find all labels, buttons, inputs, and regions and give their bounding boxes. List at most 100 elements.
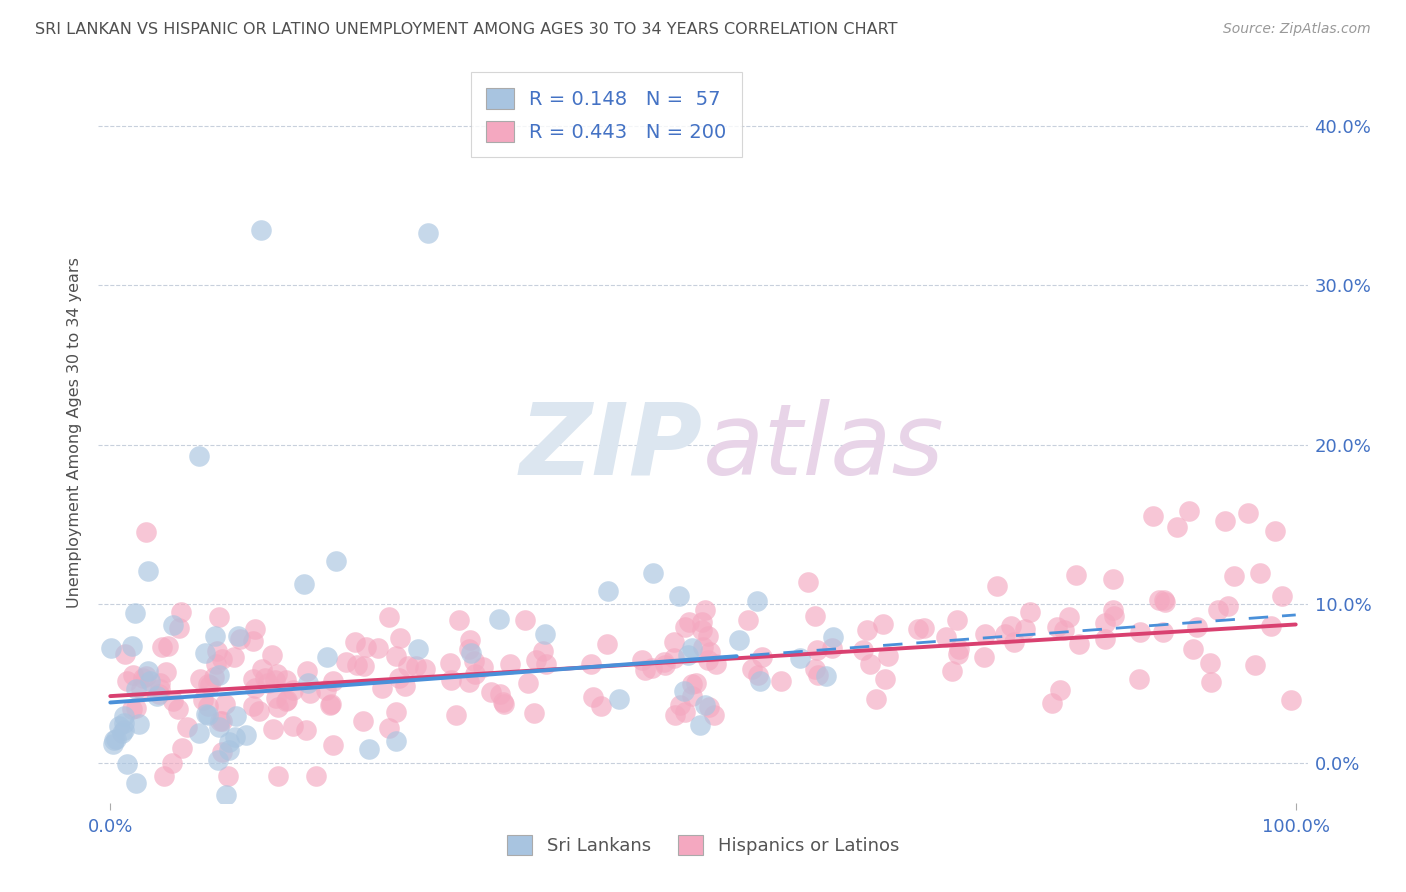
Point (1249, 566, 1271, 581)
Point (579, 657, 602, 672)
Point (681, 641, 703, 656)
Point (129, 681, 152, 696)
Point (1019, 605, 1042, 619)
Point (464, 667, 486, 681)
Point (458, 641, 481, 656)
Point (747, 667, 769, 681)
Point (211, 745, 233, 759)
Point (458, 633, 481, 648)
Point (523, 706, 546, 721)
Point (440, 673, 463, 687)
Point (356, 640, 378, 655)
Point (1199, 656, 1222, 670)
Point (1128, 672, 1150, 686)
Point (111, 726, 134, 740)
Point (150, 640, 173, 655)
Point (101, 738, 124, 752)
Point (641, 566, 664, 581)
Point (136, 665, 159, 679)
Point (250, 222, 273, 236)
Point (256, 676, 278, 690)
Point (235, 728, 257, 742)
Point (266, 667, 288, 681)
Point (1053, 624, 1076, 638)
Point (806, 643, 828, 657)
Point (994, 627, 1017, 641)
Point (1102, 603, 1125, 617)
Point (385, 733, 408, 747)
Point (595, 637, 617, 651)
Point (1201, 675, 1223, 690)
Point (357, 741, 380, 756)
Point (146, 689, 169, 703)
Point (208, 668, 231, 682)
Point (695, 698, 717, 712)
Point (211, 652, 233, 666)
Point (387, 671, 409, 685)
Point (1153, 593, 1175, 607)
Point (416, 226, 439, 240)
Point (941, 664, 963, 678)
Point (678, 648, 700, 662)
Point (1066, 568, 1088, 582)
Point (226, 629, 249, 643)
Point (267, 769, 290, 783)
Point (727, 633, 749, 648)
Point (378, 721, 401, 735)
Point (353, 659, 375, 673)
Point (214, 697, 236, 711)
Point (188, 449, 211, 463)
Point (115, 673, 138, 688)
Point (447, 613, 470, 627)
Point (1185, 620, 1208, 634)
Point (267, 699, 290, 714)
Point (155, 665, 177, 679)
Point (1067, 637, 1090, 651)
Legend: Sri Lankans, Hispanics or Latinos: Sri Lankans, Hispanics or Latinos (498, 826, 908, 864)
Point (304, 769, 326, 783)
Point (973, 626, 995, 640)
Point (488, 612, 510, 626)
Point (408, 642, 430, 657)
Point (492, 695, 515, 709)
Point (672, 684, 695, 698)
Point (115, 757, 138, 772)
Point (1222, 569, 1244, 583)
Point (297, 664, 319, 678)
Point (685, 676, 707, 690)
Point (135, 525, 157, 540)
Point (641, 660, 664, 674)
Point (292, 577, 315, 591)
Point (948, 647, 970, 661)
Point (1102, 608, 1125, 623)
Point (172, 741, 194, 756)
Point (218, 742, 240, 756)
Point (396, 659, 419, 673)
Point (536, 657, 558, 671)
Point (1237, 506, 1260, 520)
Point (876, 649, 898, 664)
Point (167, 621, 190, 635)
Point (124, 776, 146, 790)
Point (751, 649, 773, 664)
Point (789, 651, 811, 665)
Point (814, 668, 837, 682)
Point (531, 644, 554, 658)
Point (188, 726, 211, 740)
Point (103, 733, 125, 747)
Point (607, 691, 630, 706)
Point (207, 753, 229, 767)
Point (668, 589, 690, 603)
Point (125, 681, 148, 696)
Point (124, 606, 146, 620)
Point (114, 647, 136, 661)
Point (664, 707, 686, 722)
Point (298, 686, 321, 700)
Point (170, 605, 193, 619)
Point (872, 616, 894, 631)
Point (352, 714, 374, 728)
Point (1057, 610, 1080, 624)
Point (315, 683, 337, 698)
Point (1264, 524, 1286, 539)
Point (198, 678, 221, 692)
